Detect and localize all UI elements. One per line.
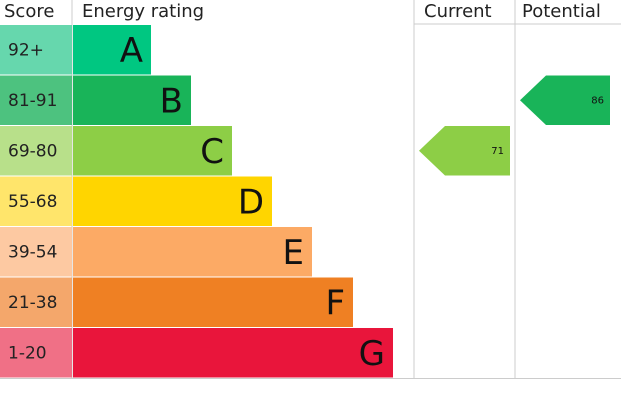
score-cell [0,75,72,125]
band-letter: C [200,132,224,172]
current-value: 71 [491,146,504,157]
score-label: 81-91 [8,91,57,111]
band-bar [73,25,151,75]
score-cell [0,176,72,226]
score-cell [0,277,72,327]
band-letter: A [120,31,143,71]
potential-value: 86 [591,95,604,106]
score-cell [0,126,72,176]
score-cell [0,25,72,75]
potential-arrow [520,75,610,125]
band-bar [73,277,353,327]
band-bar [73,176,272,226]
score-cell [0,227,72,277]
score-label: 21-38 [8,293,57,313]
band-bar [73,328,393,378]
band-letter: B [160,81,183,121]
band-letter: F [325,283,345,323]
column-header: Score [4,1,54,22]
band-letter: G [359,334,385,374]
column-header: Current [424,1,492,22]
current-arrow [419,126,510,176]
score-cell [0,328,72,378]
score-label: 55-68 [8,192,57,212]
band-letter: E [283,233,304,273]
score-label: 39-54 [8,242,57,262]
column-header: Energy rating [82,1,204,22]
band-bar [73,126,232,176]
score-label: 92+ [8,40,44,60]
score-label: 69-80 [8,141,57,161]
column-header: Potential [522,1,601,22]
band-bar [73,227,312,277]
band-letter: D [238,182,264,222]
score-label: 1-20 [8,343,47,363]
band-bar [73,75,191,125]
